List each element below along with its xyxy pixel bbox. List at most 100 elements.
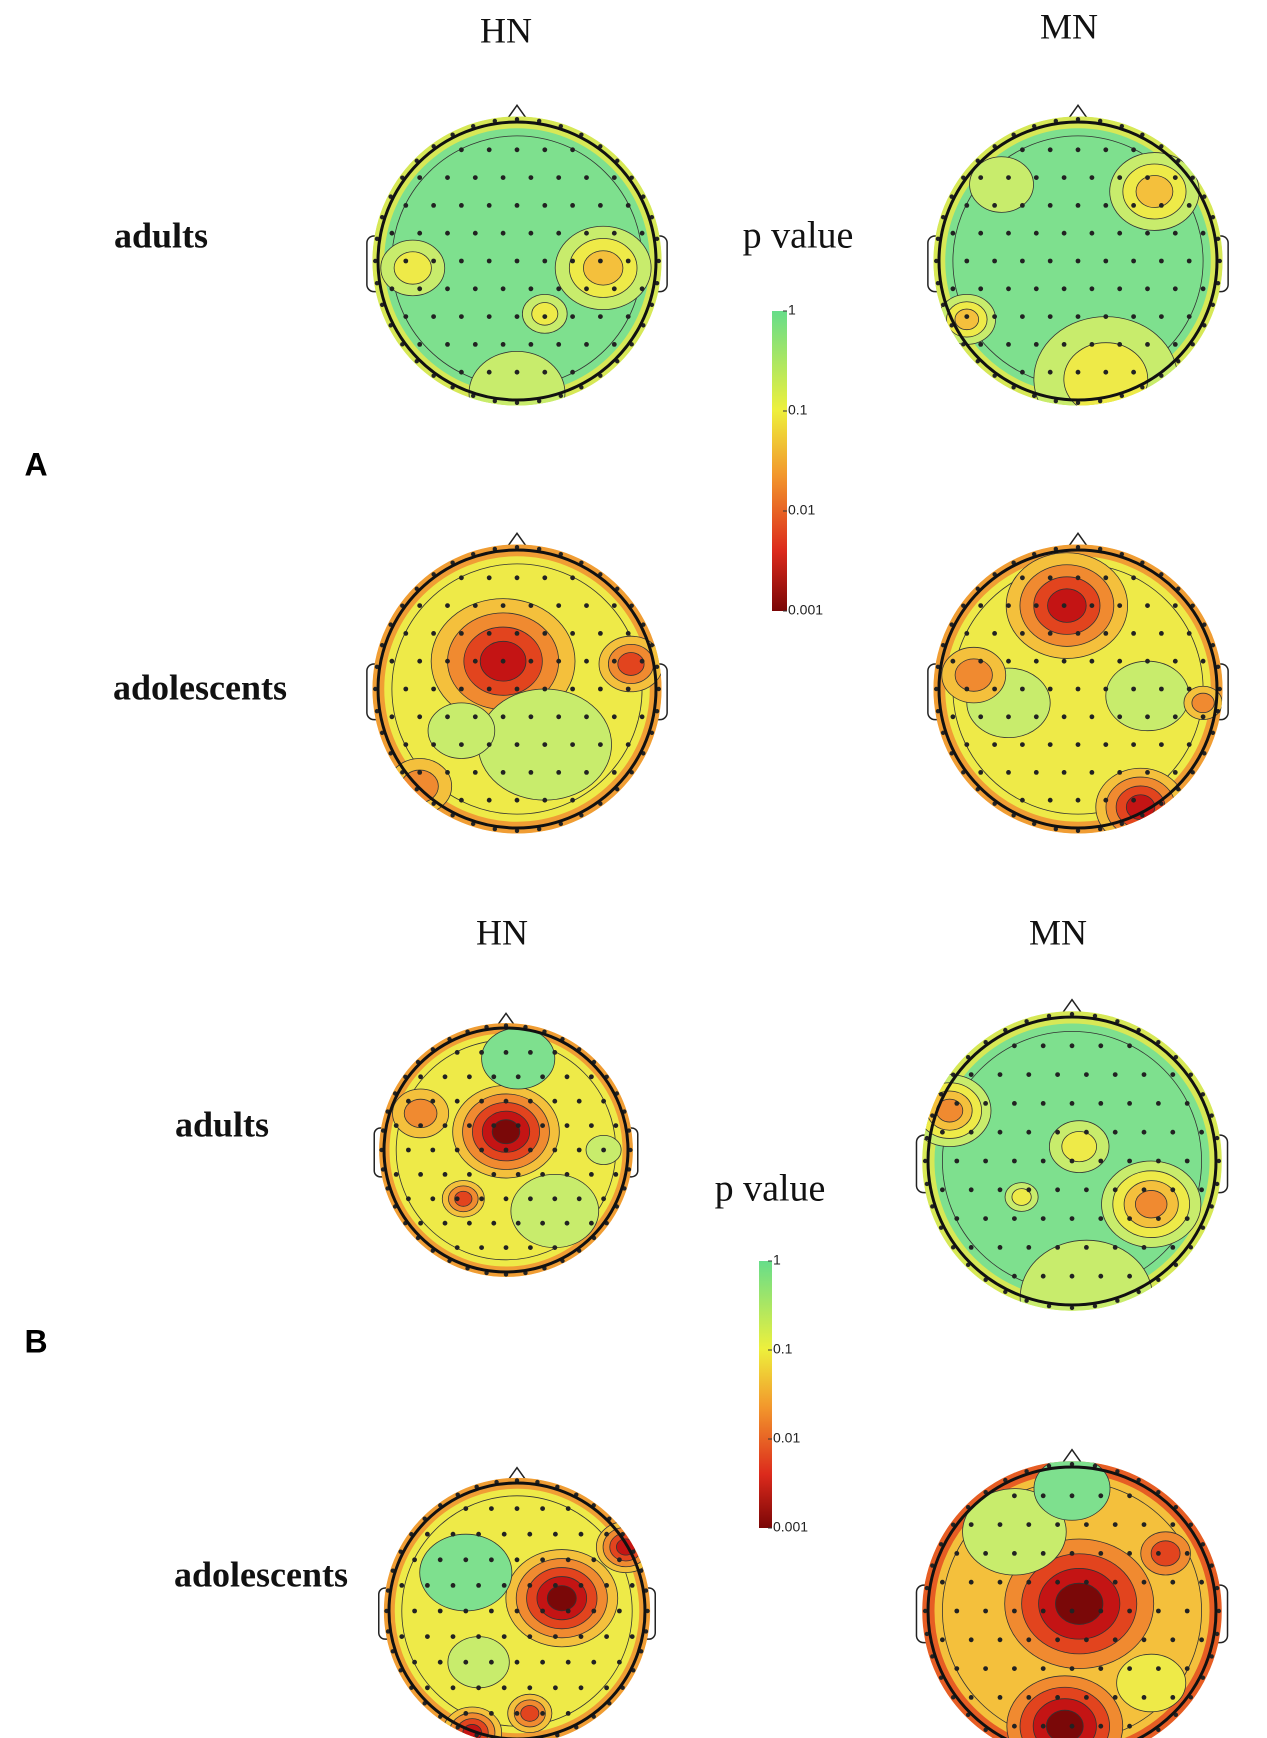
map-region (447, 1636, 510, 1689)
electrode (1097, 118, 1103, 124)
topomap (373, 1012, 639, 1277)
electrode (500, 286, 506, 292)
column-header: HN (476, 912, 528, 952)
electrode (604, 1583, 609, 1588)
electrode (553, 1583, 558, 1588)
electrode (992, 631, 997, 636)
electrode (1117, 342, 1123, 347)
electrode (601, 1098, 606, 1104)
electrode (1156, 1158, 1161, 1164)
map-region (1116, 1653, 1187, 1713)
electrode (1170, 1072, 1176, 1077)
electrode (500, 770, 506, 775)
electrode (1159, 314, 1164, 319)
electrode (1069, 1461, 1075, 1467)
electrode (1112, 1129, 1118, 1135)
electrode (1184, 1666, 1190, 1671)
electrode (1117, 658, 1123, 664)
electrode (1069, 1493, 1075, 1499)
electrode (1069, 1551, 1075, 1556)
electrode (968, 1695, 974, 1700)
electrode (542, 258, 548, 264)
electrode (542, 797, 548, 803)
electrode (528, 286, 534, 292)
electrode (552, 1050, 558, 1055)
electrode (997, 1072, 1003, 1077)
electrode (1172, 342, 1178, 347)
electrode (1061, 770, 1067, 775)
electrode (1075, 147, 1081, 153)
electrode (556, 286, 562, 292)
electrode (1141, 1695, 1147, 1700)
electrode (425, 1685, 430, 1691)
electrode (459, 147, 464, 153)
electrode (514, 258, 520, 264)
electrode (403, 742, 409, 747)
colorbar-title: p value (715, 1168, 826, 1210)
electrode (1156, 1551, 1161, 1556)
electrode (1131, 203, 1136, 208)
electrode (1103, 742, 1109, 747)
electrode (514, 147, 520, 153)
electrode (437, 1557, 443, 1563)
electrode (1103, 314, 1109, 319)
electrode (1098, 1158, 1104, 1164)
electrode (542, 203, 548, 208)
electrode (1172, 714, 1178, 720)
electrode (536, 398, 542, 404)
map-region (1047, 588, 1087, 623)
electrode (1145, 230, 1150, 236)
electrode (1159, 631, 1164, 636)
electrode (601, 1196, 606, 1202)
electrode (1145, 175, 1150, 181)
topomap (927, 104, 1229, 406)
electrode (450, 1634, 456, 1639)
electrode (1040, 1043, 1046, 1049)
electrode (978, 658, 984, 664)
electrode (515, 1220, 521, 1226)
electrode (611, 342, 617, 347)
electrode (578, 1531, 584, 1537)
electrode (1127, 1216, 1132, 1221)
electrode (654, 280, 660, 286)
electrode (584, 230, 589, 236)
electrode (1215, 236, 1221, 242)
electrode (491, 1220, 497, 1226)
electrode (1033, 714, 1039, 720)
electrode (1040, 1273, 1046, 1279)
electrode (584, 286, 589, 292)
map-region (954, 658, 993, 692)
electrode (1084, 1245, 1089, 1250)
electrode (1012, 1273, 1017, 1279)
electrode (514, 117, 520, 122)
electrode (591, 1608, 597, 1614)
electrode (1075, 203, 1081, 208)
electrode (1098, 1493, 1104, 1499)
electrode (1020, 742, 1025, 747)
electrode (935, 280, 941, 286)
electrode (950, 230, 956, 236)
electrode (491, 1074, 497, 1080)
electrode (570, 686, 575, 692)
electrode (489, 1506, 494, 1511)
electrode (1055, 1245, 1060, 1250)
electrode (1040, 1158, 1046, 1164)
map-region (954, 308, 980, 331)
electrode (1217, 686, 1222, 692)
electrode (1047, 203, 1053, 208)
electrode (584, 603, 589, 608)
electrode (1159, 686, 1164, 692)
electrode (1053, 118, 1059, 124)
electrode (374, 280, 380, 286)
electrode (536, 826, 542, 832)
electrode (964, 258, 970, 264)
electrode (1026, 1522, 1032, 1527)
electrode (1026, 1637, 1032, 1643)
electrode (500, 175, 506, 181)
electrode (373, 686, 378, 692)
electrode (406, 1196, 411, 1202)
electrode (940, 1129, 945, 1135)
head-outline (937, 548, 1219, 830)
electrode (486, 631, 492, 636)
electrode (1075, 369, 1081, 375)
